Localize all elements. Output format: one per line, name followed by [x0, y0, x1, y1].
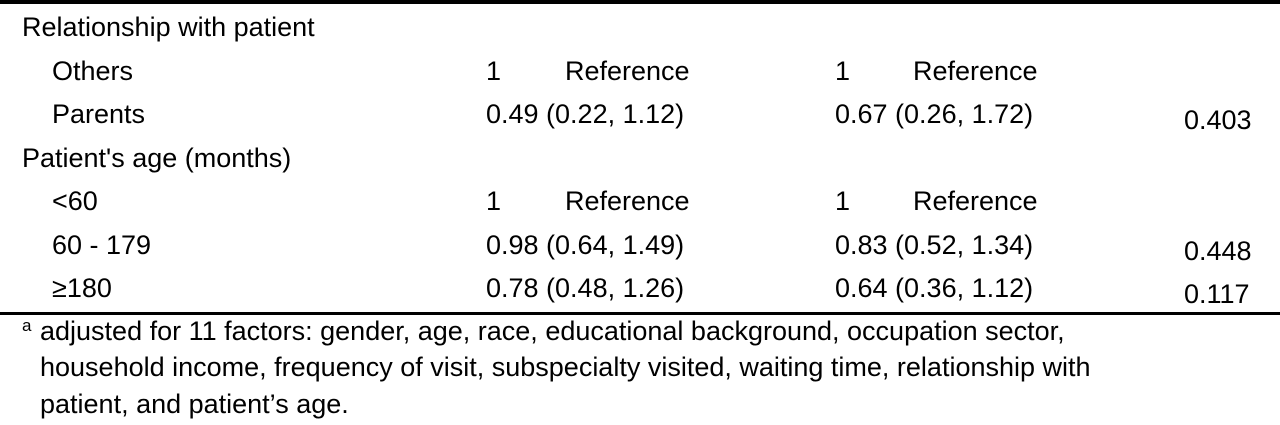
p-value: 0.403: [1184, 105, 1252, 135]
footnote-marker: a: [22, 316, 32, 335]
section-header-relationship: Relationship with patient: [0, 14, 1280, 48]
unadjusted-value: 1: [486, 56, 502, 86]
table-top-rule: [0, 0, 1280, 4]
table-bottom-rule: [0, 312, 1280, 315]
unadjusted-reference: Reference: [565, 56, 690, 86]
section-label: Patient's age (months): [22, 143, 292, 173]
table-row: ≥180 0.78 (0.48, 1.26) 0.64 (0.36, 1.12)…: [0, 275, 1280, 309]
adjusted-value: 1: [835, 186, 851, 216]
adjusted-value: 1: [835, 56, 851, 86]
adjusted-value: 0.67 (0.26, 1.72): [835, 99, 1034, 129]
adjusted-reference: Reference: [913, 186, 1038, 216]
footnote-line: patient, and patient’s age.: [40, 389, 349, 419]
p-value: 0.448: [1184, 236, 1252, 266]
table-row: <60 1 Reference 1 Reference: [0, 188, 1280, 222]
section-header-patient-age: Patient's age (months): [0, 145, 1280, 179]
row-label: <60: [52, 186, 98, 216]
adjusted-value: 0.64 (0.36, 1.12): [835, 273, 1034, 303]
row-label: 60 - 179: [52, 230, 152, 260]
unadjusted-value: 1: [486, 186, 502, 216]
unadjusted-value: 0.98 (0.64, 1.49): [486, 230, 685, 260]
footnote-line: adjusted for 11 factors: gender, age, ra…: [40, 316, 1065, 346]
p-value: 0.117: [1184, 279, 1250, 309]
row-label: Parents: [52, 99, 146, 129]
unadjusted-reference: Reference: [565, 186, 690, 216]
section-label: Relationship with patient: [22, 12, 315, 42]
adjusted-reference: Reference: [913, 56, 1038, 86]
table-row: 60 - 179 0.98 (0.64, 1.49) 0.83 (0.52, 1…: [0, 232, 1280, 266]
unadjusted-value: 0.78 (0.48, 1.26): [486, 273, 685, 303]
adjusted-value: 0.83 (0.52, 1.34): [835, 230, 1034, 260]
table-row: Others 1 Reference 1 Reference: [0, 58, 1280, 92]
row-label: Others: [52, 56, 134, 86]
unadjusted-value: 0.49 (0.22, 1.12): [486, 99, 685, 129]
table-row: Parents 0.49 (0.22, 1.12) 0.67 (0.26, 1.…: [0, 101, 1280, 135]
footnote-line: household income, frequency of visit, su…: [40, 352, 1091, 382]
row-label: ≥180: [52, 273, 112, 303]
